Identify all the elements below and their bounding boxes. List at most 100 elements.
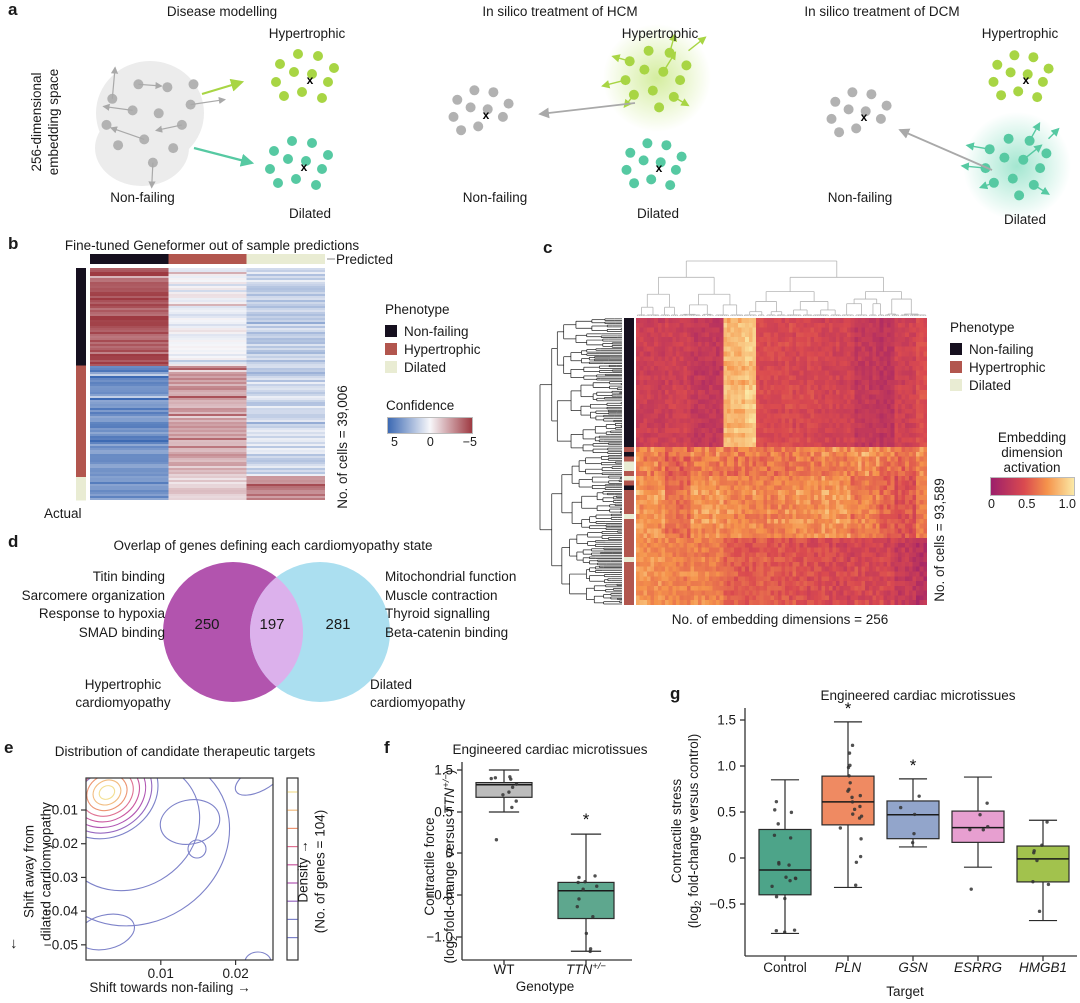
f-axes — [457, 762, 632, 965]
legend-swatch — [950, 361, 962, 373]
g-boxes: ** — [758, 699, 1070, 935]
panel-f-label: f — [384, 738, 390, 757]
d-left-set-line1: Hypertrophic — [84, 677, 162, 692]
e-x-axis-label: Shift towards non-failing → — [89, 980, 251, 995]
e-density-colorbar-label: Density → (No. of genes = 104) — [296, 772, 329, 972]
b-heatmap — [76, 254, 335, 501]
d-left-set-label: Hypertrophic cardiomyopathy — [48, 676, 198, 712]
d-left-term-2: Sarcomere organization — [21, 587, 165, 603]
f-ylabel-line2: (log2 fold-change versus TTN+/−) — [440, 769, 460, 964]
f-boxplot: 1.50.50−0.5−1.0WT TTN+/−* — [426, 762, 632, 977]
c-phenotype-legend-title: Phenotype — [950, 320, 1015, 335]
d-right-term-4: Beta-catenin binding — [385, 624, 509, 640]
d-overlap-count: 197 — [259, 616, 285, 633]
g-title: Engineered cardiac microtissues — [820, 688, 1016, 703]
e-contours — [86, 778, 273, 960]
legend-item-non-failing: Non-failing — [950, 340, 1046, 358]
c-row-annotation-bar — [624, 318, 634, 606]
legend-item-non-failing: Non-failing — [385, 322, 481, 340]
f-ylabel-line1: Contractile force — [422, 817, 437, 916]
d-left-term-3: Response to hypoxia — [38, 606, 165, 621]
d-title: Overlap of genes defining each cardiomyo… — [113, 538, 433, 553]
b-title: Fine-tuned Geneformer out of sample pred… — [64, 238, 360, 253]
svg-text:x: x — [1023, 73, 1030, 87]
svg-text:x: x — [301, 160, 308, 174]
e-genes-count-label: (No. of genes = 104) — [312, 809, 327, 934]
b-phenotype-legend-title: Phenotype — [385, 302, 450, 317]
f-x-axis-label: Genotype — [515, 979, 575, 994]
d-left-terms: Titin binding Sarcomere organization Res… — [0, 568, 165, 642]
b-confidence-colorbar — [387, 417, 473, 434]
e-axes — [81, 777, 274, 965]
svg-text:x: x — [307, 73, 314, 87]
a3-hypertrophic-label: Hypertrophic — [981, 26, 1059, 41]
c-top-dendrogram — [636, 260, 927, 316]
c-activation-ticks: 0 0.5 1.0 — [988, 497, 1076, 511]
e-density-label: Density → — [295, 840, 311, 903]
c-act-title-1: Embedding — [997, 430, 1067, 445]
panel-b-label: b — [8, 234, 19, 253]
panel-c-label: c — [543, 238, 553, 257]
panel-a-label: a — [8, 0, 18, 19]
legend-swatch — [950, 343, 962, 355]
e-y-axis-label: Shift away from dilated cardiomyopathy — [22, 772, 55, 972]
d-right-set-line1: Dilated — [370, 677, 413, 692]
d-right-term-3: Thyroid signalling — [385, 606, 491, 621]
confidence-tick: −5 — [462, 435, 477, 449]
legend-swatch — [385, 361, 397, 373]
legend-swatch — [385, 325, 397, 337]
a1-nonfailing-label: Non-failing — [110, 190, 175, 205]
a2-dilated-label: Dilated — [636, 206, 680, 221]
f-boxes: * — [475, 769, 615, 954]
b-confidence-ticks: 5 0 −5 — [387, 435, 481, 449]
legend-item-dilated: Dilated — [385, 358, 481, 376]
b-confidence-legend-title: Confidence — [386, 398, 455, 413]
g-axes — [740, 708, 1077, 961]
a2-title: In silico treatment of HCM — [482, 4, 638, 19]
confidence-tick: 5 — [391, 435, 398, 449]
c-activation-colorbar — [990, 477, 1075, 496]
g-y-axis-label: Contractile stress (log2 fold-change ver… — [669, 706, 707, 956]
b-predicted-label: Predicted — [336, 252, 394, 267]
c-clustered-heatmap — [539, 260, 928, 606]
a2-nonfailing-label: Non-failing — [462, 190, 528, 205]
d-right-term-2: Muscle contraction — [385, 587, 498, 603]
d-left-set-line2: cardiomyopathy — [75, 695, 171, 710]
b-phenotype-legend: Non-failing Hypertrophic Dilated — [385, 322, 481, 376]
svg-text:x: x — [483, 108, 490, 122]
f-title: Engineered cardiac microtissues — [452, 742, 648, 757]
d-venn-diagram — [163, 562, 390, 702]
e-density-colorbar — [286, 777, 299, 961]
c-heatmap-cells — [636, 318, 928, 606]
confidence-tick: 0 — [426, 435, 434, 449]
a1-title: Disease modelling — [166, 4, 278, 19]
c-left-dendrogram — [539, 318, 622, 605]
panel-d-label: d — [8, 532, 19, 551]
panel-g-label: g — [670, 684, 681, 703]
activation-tick: 0 — [988, 497, 995, 511]
g-x-axis-label: Target — [886, 984, 924, 999]
legend-item-hypertrophic: Hypertrophic — [950, 358, 1046, 376]
d-right-count: 281 — [325, 616, 351, 633]
d-left-term-1: Titin binding — [92, 569, 165, 584]
d-overlap-lens — [250, 577, 303, 687]
d-right-set-label: Dilated cardiomyopathy — [370, 676, 530, 712]
f-y-axis-label: Contractile force (log2 fold-change vers… — [422, 749, 463, 984]
a1-dilated-label: Dilated — [288, 206, 332, 221]
svg-text:x: x — [861, 110, 868, 124]
c-act-title-3: activation — [1003, 460, 1061, 475]
d-right-terms: Mitochondrial function Muscle contractio… — [385, 568, 595, 642]
g-ylabel-line2: (log2 fold-change versus control) — [685, 733, 704, 929]
e-ylabel-line1: Shift away from — [21, 824, 37, 919]
d-right-term-1: Mitochondrial function — [385, 569, 517, 584]
e-ylabel-line2: dilated cardiomyopathy — [38, 802, 53, 941]
a3-title: In silico treatment of DCM — [804, 4, 960, 19]
a2-hypertrophic-label: Hypertrophic — [621, 26, 699, 41]
legend-item-dilated: Dilated — [950, 376, 1046, 394]
b-heatmap-cells — [76, 254, 335, 501]
e-contour-plot: −0.01−0.02−0.03−0.04−0.050.01 0.02 — [44, 777, 299, 981]
a-diagram-graphics: x x x x x x — [95, 24, 1071, 220]
d-left-term-4: SMAD binding — [78, 624, 165, 640]
e-title: Distribution of candidate therapeutic ta… — [54, 744, 316, 759]
